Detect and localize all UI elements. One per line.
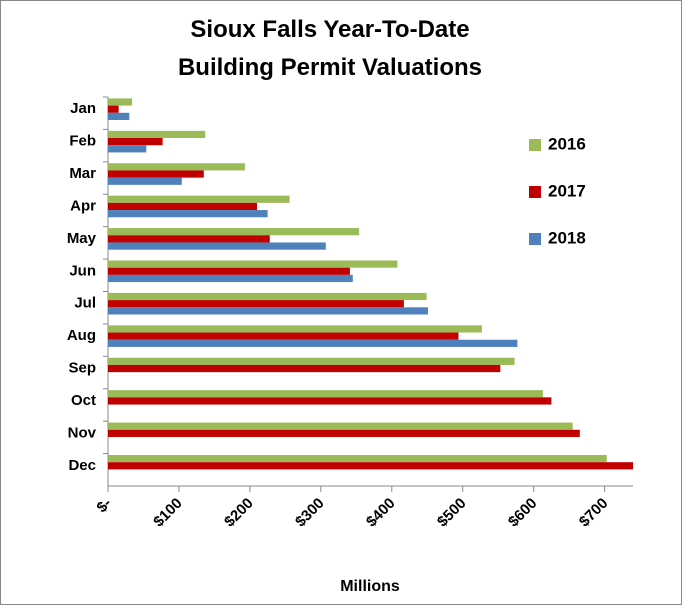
bar (108, 145, 147, 153)
bar (108, 325, 482, 333)
bar (108, 454, 607, 463)
bar (108, 462, 633, 470)
y-tick-label: May (67, 230, 97, 247)
bar (108, 357, 515, 365)
y-tick-label: Feb (69, 133, 96, 150)
bar (108, 170, 204, 178)
y-tick-label: Jun (69, 262, 96, 279)
legend-label: 2016 (548, 134, 586, 153)
bar (108, 260, 398, 268)
bar (108, 332, 459, 340)
bar (108, 292, 427, 301)
bar (108, 210, 268, 218)
y-tick-label: Aug (67, 327, 96, 344)
bar (108, 242, 326, 250)
bar (108, 202, 257, 211)
x-axis-label: Millions (340, 578, 400, 595)
bar (108, 267, 350, 275)
bar (108, 422, 573, 430)
bar (108, 307, 428, 315)
bar (108, 130, 206, 139)
legend-swatch (529, 233, 541, 245)
bar (108, 364, 501, 373)
bar (108, 300, 404, 308)
bar (108, 390, 543, 398)
y-tick-label: Jan (70, 100, 96, 117)
legend-swatch (529, 186, 541, 198)
bar (108, 339, 518, 347)
bar (108, 235, 270, 243)
bar (108, 177, 182, 185)
legend-label: 2017 (548, 181, 586, 200)
y-tick-label: Oct (71, 392, 96, 409)
bar (108, 112, 130, 121)
chart-title: Building Permit Valuations (178, 54, 482, 81)
bar (108, 105, 119, 113)
chart-title: Sioux Falls Year-To-Date (190, 16, 469, 43)
bar (108, 163, 245, 171)
bar (108, 195, 290, 203)
y-tick-label: Mar (69, 165, 96, 182)
legend-label: 2018 (548, 228, 586, 247)
bar (108, 274, 353, 283)
bar (108, 228, 360, 236)
y-tick-label: Dec (68, 457, 96, 474)
y-tick-label: Sep (68, 360, 96, 377)
y-tick-label: Nov (68, 424, 97, 441)
y-tick-label: Jul (74, 295, 96, 312)
bar (108, 429, 580, 437)
bar (108, 397, 552, 405)
legend-swatch (529, 139, 541, 151)
bar (108, 98, 133, 106)
y-tick-label: Apr (70, 197, 96, 214)
bar (108, 138, 163, 146)
